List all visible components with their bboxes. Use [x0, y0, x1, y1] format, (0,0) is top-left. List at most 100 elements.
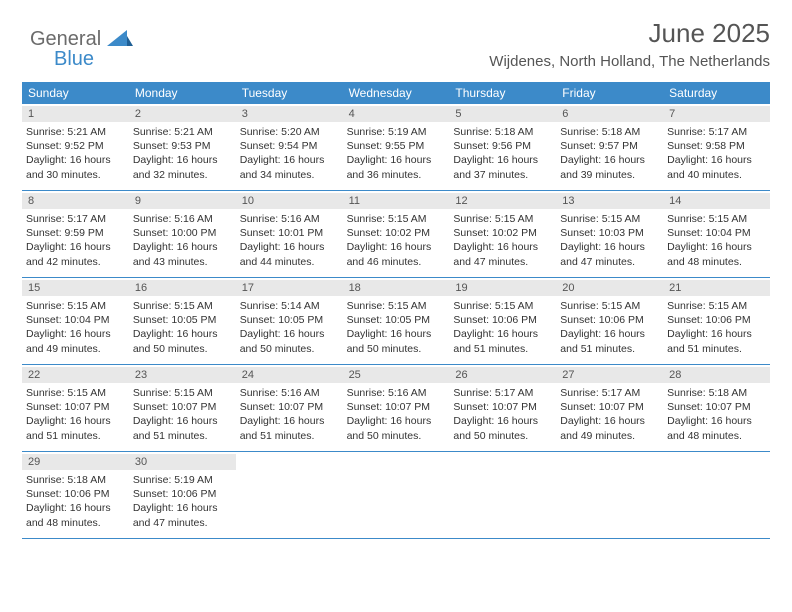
day-number: 4: [349, 108, 444, 120]
sunset-line: Sunset: 9:53 PM: [133, 139, 232, 153]
day-number-band: 15: [22, 280, 129, 296]
sunrise-line: Sunrise: 5:18 AM: [667, 386, 766, 400]
day-number-band: 18: [343, 280, 450, 296]
calendar-day-cell: 27Sunrise: 5:17 AMSunset: 10:07 PMDaylig…: [556, 365, 663, 451]
sunset-line: Sunset: 10:07 PM: [133, 400, 232, 414]
brand-triangle-icon: [107, 28, 133, 51]
weekday-header: Tuesday: [236, 82, 343, 104]
sunset-line: Sunset: 10:02 PM: [453, 226, 552, 240]
day-number-band: 14: [663, 193, 770, 209]
calendar-day-cell: 12Sunrise: 5:15 AMSunset: 10:02 PMDaylig…: [449, 191, 556, 277]
brand-blue: Blue: [54, 48, 94, 71]
day-number-band: 4: [343, 106, 450, 122]
daylight-line: Daylight: 16 hours and 48 minutes.: [26, 501, 125, 529]
daylight-line: Daylight: 16 hours and 48 minutes.: [667, 240, 766, 268]
sunrise-line: Sunrise: 5:17 AM: [453, 386, 552, 400]
day-number: 24: [242, 369, 337, 381]
sunrise-line: Sunrise: 5:19 AM: [133, 473, 232, 487]
day-number: 8: [28, 195, 123, 207]
weekday-header: Thursday: [449, 82, 556, 104]
daylight-line: Daylight: 16 hours and 50 minutes.: [453, 414, 552, 442]
daylight-line: Daylight: 16 hours and 50 minutes.: [347, 327, 446, 355]
sunset-line: Sunset: 9:55 PM: [347, 139, 446, 153]
calendar-empty-cell: [236, 452, 343, 538]
calendar-day-cell: 16Sunrise: 5:15 AMSunset: 10:05 PMDaylig…: [129, 278, 236, 364]
calendar-day-cell: 11Sunrise: 5:15 AMSunset: 10:02 PMDaylig…: [343, 191, 450, 277]
calendar-day-cell: 6 Sunrise: 5:18 AMSunset: 9:57 PMDaylight…: [556, 104, 663, 190]
day-number-band: 26: [449, 367, 556, 383]
weekday-header: Saturday: [663, 82, 770, 104]
sunset-line: Sunset: 10:04 PM: [667, 226, 766, 240]
sunrise-line: Sunrise: 5:17 AM: [667, 125, 766, 139]
sunset-line: Sunset: 10:01 PM: [240, 226, 339, 240]
day-number-band: 30: [129, 454, 236, 470]
page-header: June 2025 Wijdenes, North Holland, The N…: [22, 18, 770, 70]
day-number-band: 16: [129, 280, 236, 296]
daylight-line: Daylight: 16 hours and 49 minutes.: [560, 414, 659, 442]
weekday-header: Monday: [129, 82, 236, 104]
daylight-line: Daylight: 16 hours and 39 minutes.: [560, 153, 659, 181]
sunrise-line: Sunrise: 5:17 AM: [26, 212, 125, 226]
day-number-band: 17: [236, 280, 343, 296]
daylight-line: Daylight: 16 hours and 51 minutes.: [26, 414, 125, 442]
sunrise-line: Sunrise: 5:16 AM: [133, 212, 232, 226]
sunset-line: Sunset: 9:57 PM: [560, 139, 659, 153]
daylight-line: Daylight: 16 hours and 40 minutes.: [667, 153, 766, 181]
daylight-line: Daylight: 16 hours and 51 minutes.: [133, 414, 232, 442]
sunrise-line: Sunrise: 5:16 AM: [240, 212, 339, 226]
daylight-line: Daylight: 16 hours and 37 minutes.: [453, 153, 552, 181]
sunrise-line: Sunrise: 5:17 AM: [560, 386, 659, 400]
calendar-day-cell: 18Sunrise: 5:15 AMSunset: 10:05 PMDaylig…: [343, 278, 450, 364]
calendar-day-cell: 29Sunrise: 5:18 AMSunset: 10:06 PMDaylig…: [22, 452, 129, 538]
calendar-day-cell: 22Sunrise: 5:15 AMSunset: 10:07 PMDaylig…: [22, 365, 129, 451]
sunset-line: Sunset: 10:07 PM: [347, 400, 446, 414]
day-number-band: 21: [663, 280, 770, 296]
day-number-band: 2: [129, 106, 236, 122]
daylight-line: Daylight: 16 hours and 49 minutes.: [26, 327, 125, 355]
day-number-band: 5: [449, 106, 556, 122]
day-number-band: 9: [129, 193, 236, 209]
day-number: 2: [135, 108, 230, 120]
daylight-line: Daylight: 16 hours and 48 minutes.: [667, 414, 766, 442]
sunset-line: Sunset: 10:04 PM: [26, 313, 125, 327]
sunrise-line: Sunrise: 5:18 AM: [560, 125, 659, 139]
sunrise-line: Sunrise: 5:21 AM: [26, 125, 125, 139]
page-location: Wijdenes, North Holland, The Netherlands: [22, 53, 770, 70]
daylight-line: Daylight: 16 hours and 51 minutes.: [240, 414, 339, 442]
day-number: 23: [135, 369, 230, 381]
sunrise-line: Sunrise: 5:15 AM: [453, 212, 552, 226]
day-number-band: 6: [556, 106, 663, 122]
day-number: 3: [242, 108, 337, 120]
calendar-day-cell: 28Sunrise: 5:18 AMSunset: 10:07 PMDaylig…: [663, 365, 770, 451]
day-number: 13: [562, 195, 657, 207]
calendar-week-row: 8Sunrise: 5:17 AMSunset: 9:59 PMDaylight…: [22, 191, 770, 278]
daylight-line: Daylight: 16 hours and 51 minutes.: [667, 327, 766, 355]
sunrise-line: Sunrise: 5:15 AM: [667, 299, 766, 313]
sunset-line: Sunset: 9:52 PM: [26, 139, 125, 153]
sunset-line: Sunset: 10:06 PM: [667, 313, 766, 327]
day-number: 18: [349, 282, 444, 294]
calendar-day-cell: 30Sunrise: 5:19 AMSunset: 10:06 PMDaylig…: [129, 452, 236, 538]
sunrise-line: Sunrise: 5:16 AM: [347, 386, 446, 400]
daylight-line: Daylight: 16 hours and 51 minutes.: [453, 327, 552, 355]
calendar-day-cell: 21 Sunrise: 5:15 AMSunset: 10:06 PMDaylig…: [663, 278, 770, 364]
daylight-line: Daylight: 16 hours and 51 minutes.: [560, 327, 659, 355]
day-number-band: 23: [129, 367, 236, 383]
brand-logo: General Blue: [30, 28, 133, 51]
sunrise-line: Sunrise: 5:19 AM: [347, 125, 446, 139]
day-number-band: 3: [236, 106, 343, 122]
day-number: 14: [669, 195, 764, 207]
day-number-band: 12: [449, 193, 556, 209]
day-number: 21: [669, 282, 764, 294]
day-number-band: 29: [22, 454, 129, 470]
calendar-day-cell: 15Sunrise: 5:15 AMSunset: 10:04 PMDaylig…: [22, 278, 129, 364]
day-number-band: 28: [663, 367, 770, 383]
day-number-band: 13: [556, 193, 663, 209]
day-number: 17: [242, 282, 337, 294]
day-number: 25: [349, 369, 444, 381]
daylight-line: Daylight: 16 hours and 42 minutes.: [26, 240, 125, 268]
sunrise-line: Sunrise: 5:18 AM: [26, 473, 125, 487]
sunset-line: Sunset: 10:05 PM: [133, 313, 232, 327]
day-number: 1: [28, 108, 123, 120]
calendar-day-cell: 9Sunrise: 5:16 AMSunset: 10:00 PMDayligh…: [129, 191, 236, 277]
